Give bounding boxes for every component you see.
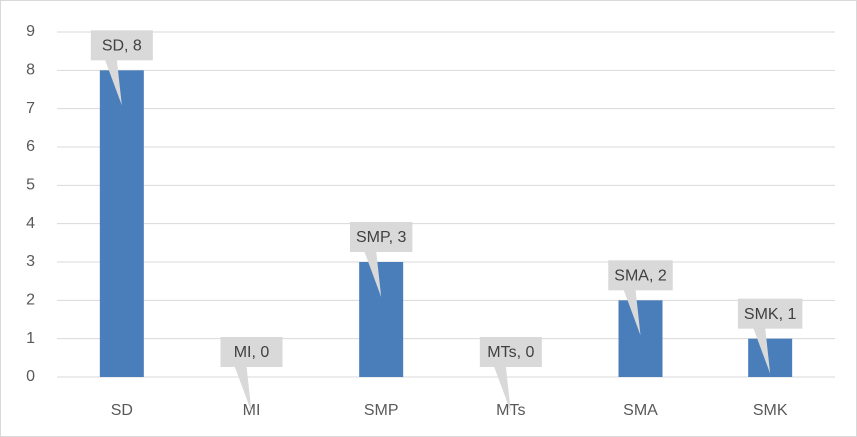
y-tick-label: 4 (26, 215, 35, 232)
y-tick-label: 2 (26, 292, 35, 309)
y-tick-label: 3 (26, 253, 35, 270)
x-tick-label: SD (111, 402, 133, 419)
bar (748, 338, 793, 377)
data-label: MTs, 0 (487, 344, 534, 361)
x-tick-label: MI (243, 402, 261, 419)
x-tick-label: SMA (623, 402, 658, 419)
x-tick-label: MTs (496, 402, 525, 419)
data-label: SMK, 1 (744, 306, 797, 323)
data-label: SMA, 2 (614, 268, 667, 285)
bar (618, 300, 663, 377)
data-label-pointer (104, 59, 122, 106)
y-tick-label: 0 (26, 368, 35, 385)
data-label-box (90, 30, 153, 61)
data-label-box (479, 337, 542, 367)
y-tick-label: 5 (26, 177, 35, 194)
data-label-box (608, 260, 673, 291)
data-label-box (349, 222, 413, 252)
data-label-pointer (234, 366, 252, 412)
bar (99, 70, 144, 377)
y-tick-label: 8 (26, 62, 35, 79)
data-label-pointer (753, 327, 771, 374)
data-label-box (220, 337, 283, 367)
y-tick-label: 6 (26, 138, 35, 155)
data-label: SMP, 3 (356, 229, 407, 246)
data-label-pointer (493, 366, 511, 412)
y-tick-label: 1 (26, 330, 35, 347)
x-tick-label: SMP (364, 402, 399, 419)
data-label-pointer (623, 289, 641, 336)
data-label-box (737, 298, 803, 329)
bar (359, 262, 404, 377)
data-label: SD, 8 (102, 38, 142, 55)
y-tick-label: 9 (26, 23, 35, 40)
y-tick-label: 7 (26, 100, 35, 117)
x-tick-label: SMK (753, 402, 788, 419)
data-label: MI, 0 (234, 344, 270, 361)
data-label-pointer (364, 251, 382, 297)
